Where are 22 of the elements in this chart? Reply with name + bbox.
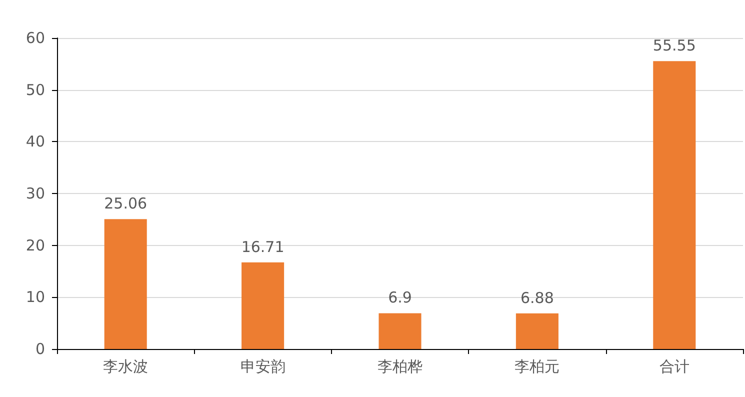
x-tick-label: 李柏桦 — [378, 358, 422, 376]
data-label: 55.55 — [652, 36, 696, 55]
bar — [653, 61, 696, 349]
bar — [104, 219, 147, 349]
x-tick-label: 合计 — [659, 358, 690, 376]
x-tick-label: 申安韵 — [240, 358, 286, 376]
x-tick-label: 李柏元 — [514, 358, 560, 376]
y-tick-label: 0 — [35, 340, 45, 358]
bar — [242, 262, 284, 349]
data-label: 16.71 — [241, 238, 284, 256]
data-label: 6.88 — [520, 288, 554, 307]
bar — [378, 313, 422, 349]
y-tick-label: 10 — [26, 288, 45, 306]
data-label: 6.9 — [388, 288, 412, 307]
y-tick-label: 50 — [26, 80, 45, 99]
data-label: 25.06 — [104, 194, 148, 213]
x-tick-label: 李水波 — [103, 358, 148, 376]
y-tick-label: 30 — [26, 184, 45, 202]
y-tick-label: 60 — [26, 29, 45, 47]
bar — [516, 313, 558, 349]
y-tick-label: 20 — [26, 236, 45, 254]
y-tick-label: 40 — [26, 132, 45, 151]
